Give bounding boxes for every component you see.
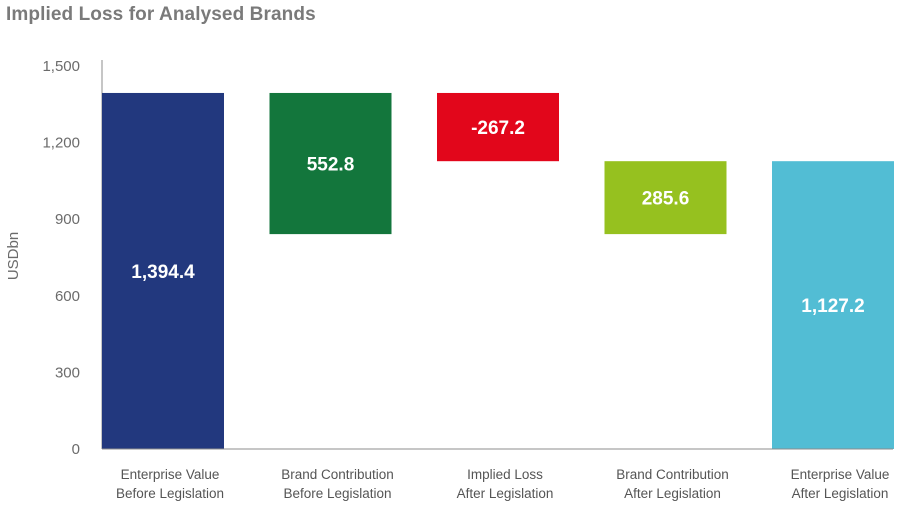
bar-value-label: 1,127.2	[801, 296, 864, 317]
x-category-label: After Legislation	[792, 486, 889, 501]
y-axis: 0 300 600 900 1,200 1,500	[42, 58, 103, 458]
chart-title: Implied Loss for Analysed Brands	[6, 4, 316, 25]
bar	[772, 161, 894, 449]
y-tick-label: 900	[55, 211, 80, 228]
x-category-label: Brand Contribution	[281, 467, 394, 482]
y-tick-label: 0	[72, 441, 80, 458]
bars: 1,394.4 552.8 -267.2 285.6 1,127.2	[102, 92, 894, 450]
bar-value-label: -267.2	[471, 118, 525, 139]
x-axis: Enterprise Value Before Legislation Brand …	[102, 448, 893, 501]
y-tick-label: 300	[55, 364, 80, 381]
bar-value-label: 285.6	[642, 189, 690, 210]
bar	[437, 92, 559, 162]
y-tick-label: 1,200	[42, 135, 80, 152]
bar	[269, 92, 392, 235]
y-tick-label: 1,500	[42, 58, 80, 75]
x-category-label: After Legislation	[624, 486, 721, 501]
bar-value-label: 1,394.4	[131, 262, 195, 283]
x-category-label: Before Legislation	[283, 486, 391, 501]
y-tick-label: 600	[55, 288, 80, 305]
x-category-label: Enterprise Value	[791, 467, 890, 482]
x-category-label: Enterprise Value	[121, 467, 220, 482]
x-category-label: Implied Loss	[467, 467, 543, 482]
x-category-label: After Legislation	[457, 486, 554, 501]
bar	[604, 161, 727, 235]
x-category-label: Brand Contribution	[616, 467, 729, 482]
bar	[102, 92, 224, 450]
y-axis-label: USDbn	[5, 232, 22, 280]
x-category-label: Before Legislation	[116, 486, 224, 501]
bar-value-label: 552.8	[307, 155, 355, 176]
